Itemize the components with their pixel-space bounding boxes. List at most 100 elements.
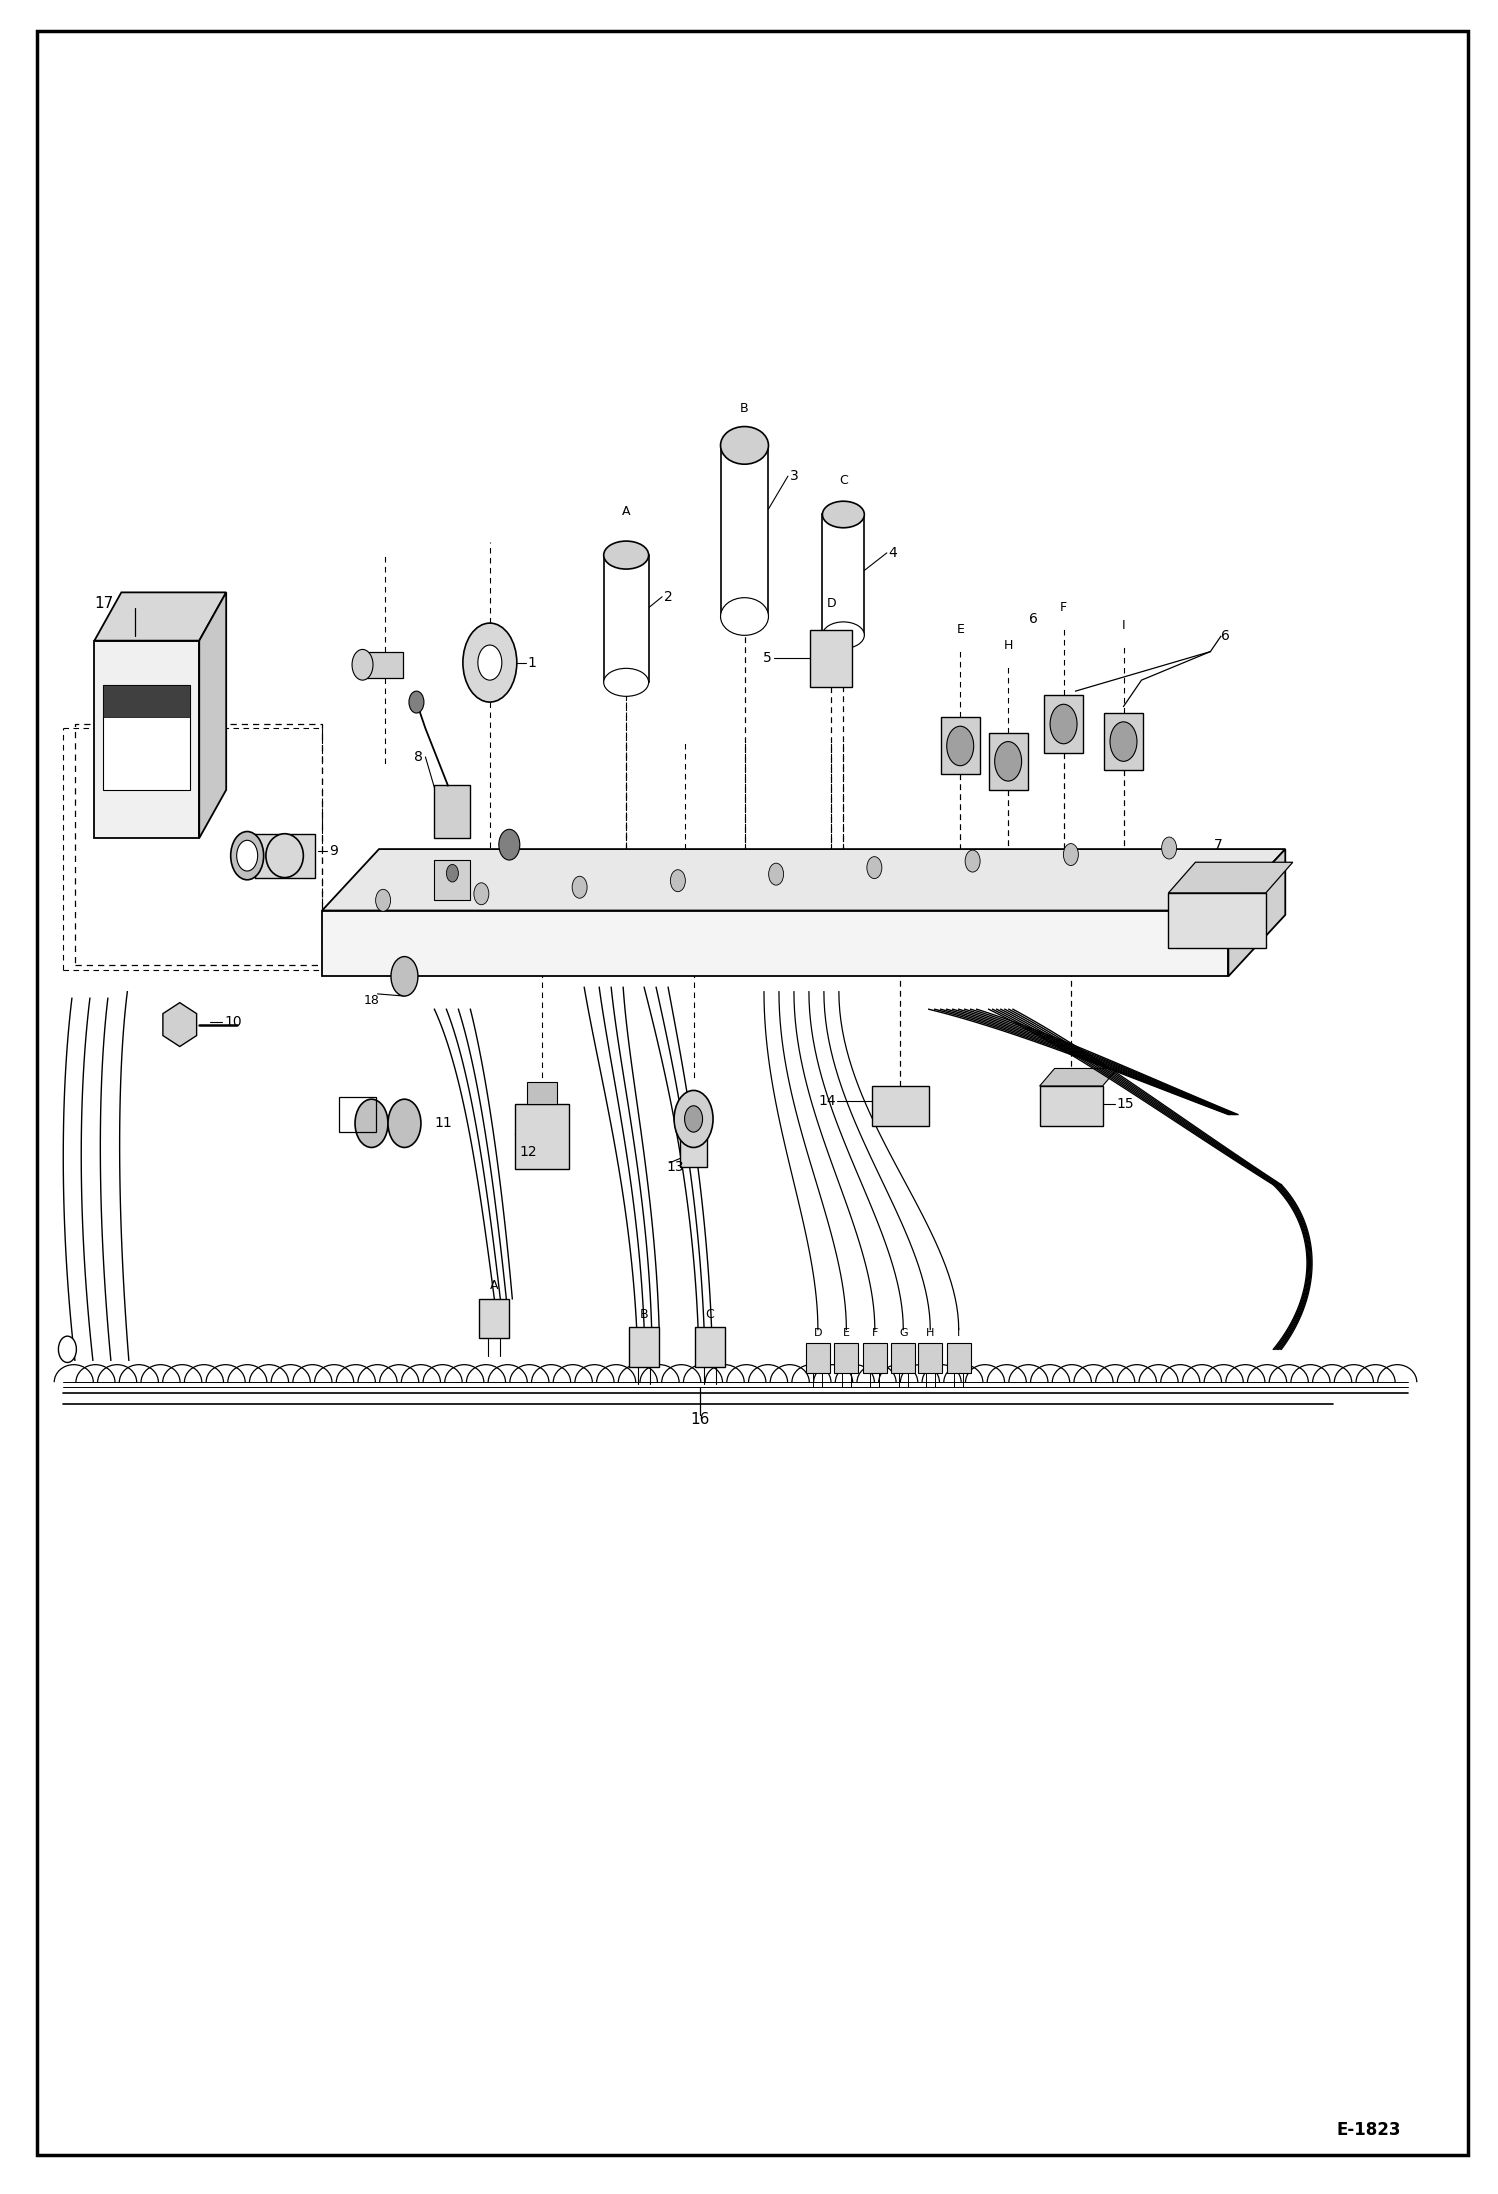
Polygon shape [94, 641, 199, 838]
Circle shape [1050, 704, 1077, 744]
Text: B: B [740, 402, 749, 415]
Polygon shape [322, 911, 1228, 976]
Bar [941, 717, 980, 774]
Ellipse shape [822, 621, 864, 649]
Bar [891, 1343, 915, 1373]
Circle shape [965, 849, 980, 871]
Circle shape [352, 649, 373, 680]
Ellipse shape [822, 500, 864, 529]
Bar [822, 516, 864, 636]
Bar [1040, 1086, 1103, 1126]
Bar [806, 1343, 830, 1373]
Circle shape [355, 1099, 388, 1147]
Ellipse shape [237, 840, 258, 871]
Text: F: F [872, 1327, 878, 1338]
Text: C: C [839, 474, 848, 487]
Polygon shape [1040, 1068, 1118, 1086]
Bar [255, 834, 315, 878]
Ellipse shape [267, 834, 303, 878]
Bar [947, 1343, 971, 1373]
Bar [103, 685, 190, 790]
Text: H: H [926, 1327, 935, 1338]
Text: 15: 15 [1116, 1097, 1134, 1110]
Ellipse shape [604, 669, 649, 695]
Text: A: A [622, 505, 631, 518]
Text: H: H [1004, 638, 1013, 652]
Text: C: C [706, 1308, 715, 1321]
Bar [339, 1097, 376, 1132]
Text: I: I [957, 1327, 960, 1338]
Circle shape [463, 623, 517, 702]
Text: 11: 11 [434, 1117, 452, 1130]
Bar [721, 445, 768, 617]
Bar [103, 685, 190, 717]
Text: I: I [1122, 619, 1125, 632]
Bar [1168, 893, 1266, 948]
Ellipse shape [604, 542, 649, 568]
Circle shape [388, 1099, 421, 1147]
Text: 6: 6 [1029, 612, 1038, 625]
Text: D: D [813, 1327, 822, 1338]
Circle shape [685, 1106, 703, 1132]
Text: B: B [640, 1308, 649, 1321]
Circle shape [478, 645, 502, 680]
Bar [434, 785, 470, 838]
Circle shape [867, 856, 882, 878]
Bar [872, 1086, 929, 1126]
Text: F: F [1061, 601, 1067, 614]
Circle shape [473, 882, 488, 904]
Text: 10: 10 [225, 1016, 243, 1029]
Text: 3: 3 [789, 470, 798, 483]
Circle shape [391, 957, 418, 996]
Bar [834, 1343, 858, 1373]
Bar [1104, 713, 1143, 770]
Ellipse shape [721, 597, 768, 636]
Text: E-1823: E-1823 [1336, 2122, 1401, 2139]
Text: E: E [843, 1327, 849, 1338]
Circle shape [572, 875, 587, 897]
Circle shape [768, 862, 783, 884]
Circle shape [995, 742, 1022, 781]
Text: G: G [899, 1327, 908, 1338]
Circle shape [947, 726, 974, 766]
Bar [989, 733, 1028, 790]
Bar [527, 1082, 557, 1104]
Circle shape [376, 889, 391, 911]
Text: 6: 6 [1221, 630, 1230, 643]
Ellipse shape [231, 832, 264, 880]
Text: 1: 1 [527, 656, 536, 669]
Text: 13: 13 [667, 1161, 685, 1174]
Bar [810, 630, 852, 687]
Circle shape [671, 869, 686, 891]
Bar [863, 1343, 887, 1373]
Polygon shape [322, 849, 1285, 911]
Polygon shape [1228, 849, 1285, 976]
Text: D: D [827, 597, 836, 610]
Polygon shape [163, 1003, 196, 1047]
Circle shape [446, 864, 458, 882]
Text: 14: 14 [818, 1095, 836, 1108]
Bar [604, 555, 649, 682]
Bar [479, 1299, 509, 1338]
Text: 5: 5 [762, 652, 771, 665]
Text: 18: 18 [364, 994, 380, 1007]
Bar [629, 1327, 659, 1367]
Circle shape [409, 691, 424, 713]
Text: 16: 16 [691, 1413, 709, 1426]
Bar [434, 860, 470, 900]
Bar [918, 1343, 942, 1373]
Polygon shape [1168, 862, 1293, 893]
Polygon shape [363, 652, 403, 678]
Polygon shape [199, 592, 226, 838]
Circle shape [499, 829, 520, 860]
Circle shape [1110, 722, 1137, 761]
Ellipse shape [721, 426, 768, 465]
Text: 12: 12 [520, 1145, 538, 1158]
Circle shape [1064, 842, 1079, 864]
Bar [680, 1119, 707, 1167]
Text: 9: 9 [330, 845, 339, 858]
Text: 4: 4 [888, 546, 897, 559]
Text: 2: 2 [664, 590, 673, 603]
Bar [695, 1327, 725, 1367]
Bar [1044, 695, 1083, 753]
